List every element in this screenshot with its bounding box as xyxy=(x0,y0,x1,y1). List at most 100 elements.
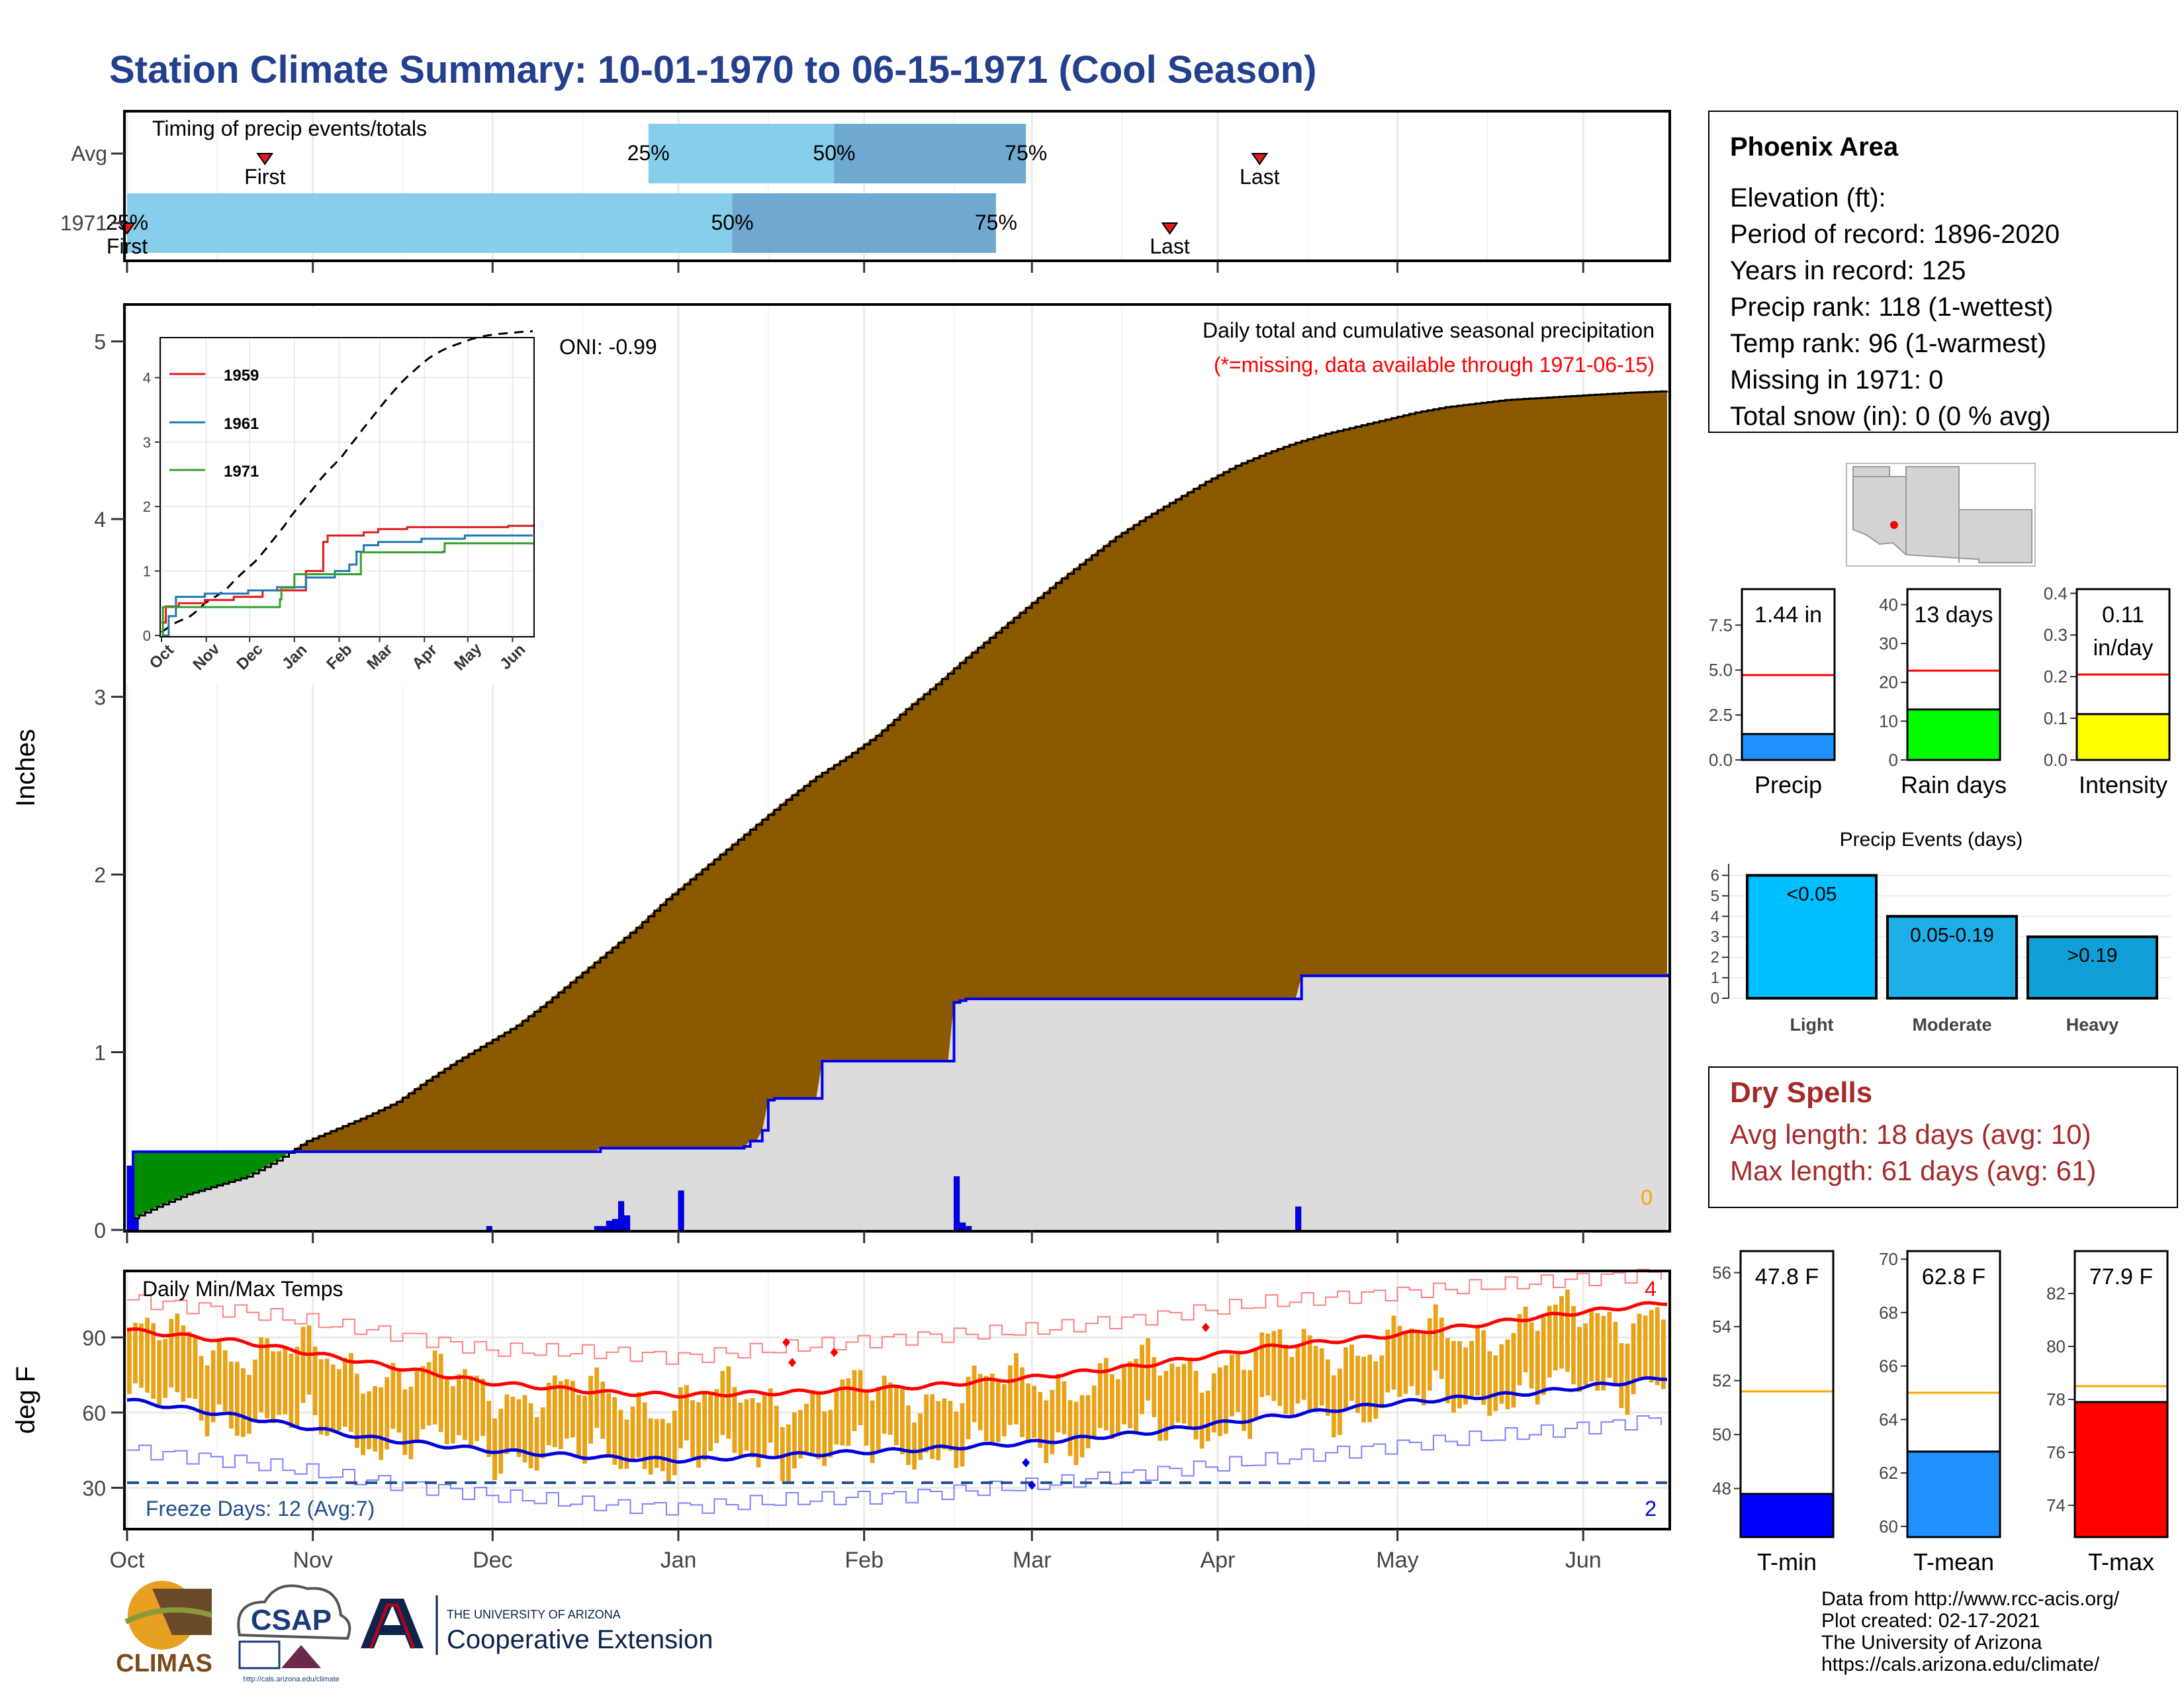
daily-temp-bar xyxy=(1319,1348,1324,1406)
daily-temp-bar xyxy=(295,1346,300,1427)
panel-y-tick-label: 10 xyxy=(1879,711,1898,731)
events-bar-label: 0.05-0.19 xyxy=(1910,924,1994,946)
daily-temp-bar xyxy=(463,1369,467,1440)
daily-temp-bar xyxy=(744,1399,749,1451)
month-label: Dec xyxy=(473,1548,512,1573)
record-high-marker xyxy=(1201,1323,1210,1333)
daily-temp-bar xyxy=(1152,1357,1157,1417)
ua-logo: THE UNIVERSITY OF ARIZONA Cooperative Ex… xyxy=(361,1595,713,1655)
events-y-tick-label: 4 xyxy=(1711,908,1719,925)
daily-temp-bar xyxy=(1535,1331,1540,1405)
daily-temp-bar xyxy=(306,1325,312,1395)
daily-temp-bar xyxy=(540,1407,545,1459)
panel-category-label: Intensity xyxy=(2079,771,2167,798)
daily-temp-bar xyxy=(1223,1365,1228,1434)
precip-base-area xyxy=(127,974,1667,1230)
precip-deficit-area xyxy=(127,391,1667,1230)
daily-temp-bar xyxy=(1529,1322,1534,1389)
daily-temp-bar xyxy=(1338,1368,1342,1435)
timing-label-last: Last xyxy=(1150,234,1190,258)
daily-temp-bar xyxy=(1085,1395,1091,1448)
daily-temp-bar xyxy=(1571,1306,1576,1385)
daily-temp-bar xyxy=(534,1417,539,1471)
daily-temp-bar xyxy=(277,1351,282,1415)
precip-events-title: Precip Events (days) xyxy=(1840,829,2023,851)
inset-y-tick-label: 2 xyxy=(143,498,151,515)
footer-line: Data from http://www.rcc-acis.org/ xyxy=(1821,1588,2120,1610)
daily-temp-bar xyxy=(1163,1371,1169,1441)
timing-label-25: 25% xyxy=(627,141,670,165)
record-high-count: 4 xyxy=(1645,1277,1657,1301)
daily-temp-panel: 30 60 90 deg F Daily Min/Max Temps Freeze … xyxy=(11,1268,1671,1541)
csap-logo-text: CSAP xyxy=(251,1604,332,1636)
events-y-tick-label: 1 xyxy=(1711,969,1719,987)
daily-temp-bar xyxy=(600,1382,606,1439)
panel-value-label: 0.11 xyxy=(2102,602,2144,628)
timing-label-75: 75% xyxy=(1005,141,1047,165)
timing-marker-last xyxy=(1251,153,1269,165)
precip-y-axis-title: Inches xyxy=(11,729,40,807)
y-tick-label: 2 xyxy=(94,863,106,887)
daily-temp-bar xyxy=(1427,1318,1432,1391)
daily-temp-bar xyxy=(1134,1358,1138,1432)
daily-temp-bar xyxy=(139,1323,144,1388)
panel-frame xyxy=(2073,1250,2169,1538)
temp-panel-frame xyxy=(123,1270,1671,1530)
temp-axes: 30 60 90 xyxy=(82,1326,1584,1541)
daily-temp-bar xyxy=(426,1362,432,1426)
station-info-line: Temp rank: 96 (1-warmest) xyxy=(1730,329,2046,358)
daily-temp-bar xyxy=(594,1367,600,1429)
daily-temp-bar xyxy=(1355,1356,1360,1413)
daily-temp-bar xyxy=(1313,1346,1318,1413)
daily-temp-bar xyxy=(271,1351,276,1423)
daily-temp-bar xyxy=(379,1387,384,1460)
panel-value-bar xyxy=(1739,1493,1835,1538)
inset-y-tick-label: 0 xyxy=(143,628,151,644)
temp-record-max-line xyxy=(127,1268,1662,1365)
panel-y-tick-label: 56 xyxy=(1712,1263,1731,1283)
daily-temp-bar xyxy=(145,1317,150,1393)
dry-spells-box: Dry Spells Avg length: 18 days (avg: 10)… xyxy=(1708,1066,2178,1208)
daily-temp-bar xyxy=(486,1401,492,1457)
daily-temp-bar xyxy=(492,1418,498,1480)
station-info-frame xyxy=(1708,111,2178,433)
daily-temp-bar xyxy=(1205,1390,1210,1442)
record-high-marker xyxy=(782,1337,790,1347)
daily-temp-bar xyxy=(157,1340,162,1405)
daily-temp-bar xyxy=(870,1400,875,1464)
month-axis-labels: Oct Nov Dec Jan Feb Mar Apr May Jun xyxy=(110,1548,1602,1573)
daily-temp-bar xyxy=(1128,1361,1132,1429)
daily-temp-bar xyxy=(666,1423,671,1484)
daily-temp-bar xyxy=(516,1399,522,1458)
page-title: Station Climate Summary: 10-01-1970 to 0… xyxy=(109,48,1316,91)
timing-marker-last xyxy=(1161,222,1179,235)
panel-value-bar xyxy=(1906,1450,2001,1538)
daily-temp-bar xyxy=(1014,1353,1019,1425)
daily-temp-bar xyxy=(768,1388,773,1443)
daily-temp-bar xyxy=(1553,1304,1558,1371)
panel-y-tick-label: 20 xyxy=(1879,673,1898,692)
panel-y-tick-label: 2.5 xyxy=(1709,705,1733,725)
events-bar xyxy=(2026,935,2158,1000)
precip-events-panel: Precip Events (days) 0 1 2 3 4 5 6 <0.05 Light 0.… xyxy=(1711,829,2171,1035)
temp-record-markers xyxy=(782,1323,1210,1490)
panel-value-label: 1.44 in xyxy=(1754,602,1822,628)
daily-temp-bar xyxy=(1283,1344,1289,1414)
precip-surplus-area xyxy=(133,1151,289,1219)
daily-temp-bar xyxy=(546,1382,551,1446)
daily-temp-bar xyxy=(222,1350,228,1412)
panel-category-label: Rain days xyxy=(1901,771,2007,798)
daily-precip-bar xyxy=(960,1222,966,1231)
daily-temp-bar xyxy=(199,1356,204,1421)
station-info-line: Elevation (ft): xyxy=(1730,183,1886,212)
cumulative-precip-panel: 0 1 2 3 4 5 Inches Daily total and cumulative… xyxy=(11,303,1671,1243)
month-label: Nov xyxy=(293,1548,332,1573)
daily-temp-bar xyxy=(1475,1325,1480,1396)
record-low-count: 2 xyxy=(1645,1497,1657,1521)
panel-y-tick-label: 74 xyxy=(2046,1495,2066,1515)
daily-temp-bar xyxy=(1367,1354,1373,1423)
inset-y-tick-label: 1 xyxy=(143,563,151,580)
panel-y-tick-label: 78 xyxy=(2046,1389,2066,1409)
daily-temp-bar xyxy=(1056,1374,1061,1432)
daily-temp-bar xyxy=(1325,1359,1330,1416)
